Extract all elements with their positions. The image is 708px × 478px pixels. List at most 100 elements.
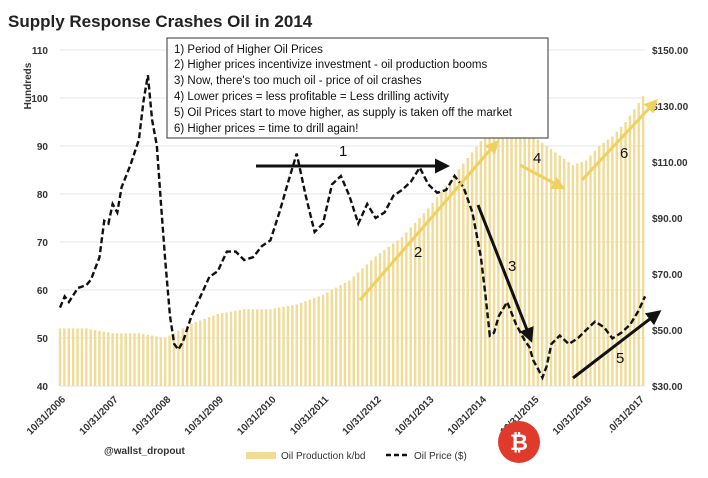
- production-bar: [203, 318, 206, 386]
- marker-1: 1: [339, 143, 347, 160]
- production-bar: [260, 309, 263, 386]
- production-bar: [435, 197, 439, 386]
- production-bar: [58, 328, 62, 386]
- arrow-4: [519, 163, 566, 190]
- production-bar: [304, 301, 307, 386]
- production-bar: [602, 142, 605, 386]
- production-bar: [593, 150, 597, 386]
- production-bar: [619, 126, 623, 387]
- production-bar: [199, 320, 202, 386]
- x-tick-label: 10/31/2006: [25, 394, 68, 437]
- production-bar: [150, 335, 154, 386]
- right-tick-label: $50.00: [652, 326, 683, 337]
- right-tick-label: $130.00: [652, 102, 689, 113]
- production-bar: [396, 240, 399, 386]
- production-bar: [317, 296, 320, 386]
- production-bar: [93, 330, 97, 386]
- production-bar: [348, 280, 351, 386]
- left-tick-label: 60: [37, 286, 49, 297]
- legend-price-label: Oil Price ($): [414, 451, 467, 462]
- production-bar: [405, 232, 408, 386]
- production-bar: [519, 126, 522, 387]
- production-bar: [251, 309, 255, 386]
- production-bar: [400, 237, 404, 386]
- production-bar: [514, 125, 518, 386]
- production-bar: [321, 294, 325, 386]
- production-bar: [567, 162, 570, 386]
- legend-production-swatch: [246, 452, 276, 459]
- production-bar: [142, 334, 145, 386]
- marker-3: 3: [508, 258, 516, 275]
- production-bar: [225, 312, 228, 386]
- production-bar: [615, 131, 618, 386]
- production-bar: [470, 152, 474, 386]
- production-bar: [466, 158, 469, 386]
- production-bar: [115, 333, 119, 386]
- production-bar: [527, 133, 531, 386]
- production-bar: [536, 139, 540, 386]
- production-bar: [370, 260, 373, 386]
- production-bar: [484, 133, 487, 386]
- production-bar: [221, 313, 224, 386]
- production-bar: [374, 256, 377, 386]
- x-tick-label: 10/31/2011: [288, 394, 331, 437]
- production-bar: [120, 333, 123, 386]
- price-line: [58, 74, 647, 381]
- production-bar: [457, 169, 461, 386]
- production-bar: [365, 264, 369, 386]
- arrow-2: [358, 139, 499, 301]
- production-bar: [98, 330, 101, 386]
- production-bar: [291, 305, 294, 386]
- production-bar: [523, 130, 526, 386]
- production-bar: [229, 311, 233, 386]
- legend-production-label: Oil Production k/bd: [281, 451, 366, 462]
- production-bar: [295, 304, 298, 386]
- right-tick-label: $150.00: [652, 46, 689, 57]
- right-tick-label: $70.00: [652, 270, 683, 281]
- production-bar: [378, 253, 382, 386]
- production-bar: [431, 202, 434, 386]
- x-tick-label: 10/31/2013: [393, 394, 436, 437]
- production-bar: [194, 322, 198, 386]
- production-bar: [207, 317, 211, 386]
- x-tick-label: .0/31/2017: [606, 394, 648, 436]
- note-box: [166, 37, 549, 139]
- production-bar: [63, 328, 66, 386]
- production-bar: [598, 146, 601, 386]
- x-tick-label: 10/31/2008: [130, 394, 173, 437]
- production-bar: [155, 336, 158, 386]
- production-bar: [361, 268, 364, 386]
- left-tick-label: 110: [32, 46, 49, 57]
- production-bar: [422, 213, 426, 386]
- production-bar: [164, 338, 167, 386]
- production-bar: [624, 122, 627, 386]
- right-tick-label: $30.00: [652, 382, 683, 393]
- production-bar: [545, 146, 548, 386]
- chart-title: Supply Response Crashes Oil in 2014: [8, 12, 313, 31]
- production-bar: [501, 120, 504, 387]
- production-bar: [505, 122, 509, 386]
- left-tick-label: 100: [31, 94, 48, 105]
- production-bar: [264, 309, 268, 386]
- production-bar: [128, 333, 132, 386]
- production-bar: [326, 292, 329, 386]
- production-bar: [462, 163, 465, 386]
- production-bar: [181, 328, 184, 386]
- production-bar: [387, 246, 391, 386]
- production-bar: [391, 243, 395, 386]
- production-bar: [85, 328, 88, 386]
- x-tick-label: 10/31/2007: [78, 394, 121, 437]
- production-bar: [413, 222, 417, 386]
- production-bar: [444, 186, 447, 386]
- production-bar: [497, 118, 500, 387]
- production-bar: [159, 337, 163, 386]
- production-bar: [510, 123, 513, 386]
- production-bar: [334, 287, 338, 386]
- production-bar: [212, 315, 215, 386]
- production-bar: [308, 299, 312, 386]
- production-bar: [89, 329, 92, 386]
- production-bar: [343, 282, 347, 386]
- x-tick-label: 10/31/2016: [551, 394, 594, 437]
- production-bar: [190, 323, 193, 386]
